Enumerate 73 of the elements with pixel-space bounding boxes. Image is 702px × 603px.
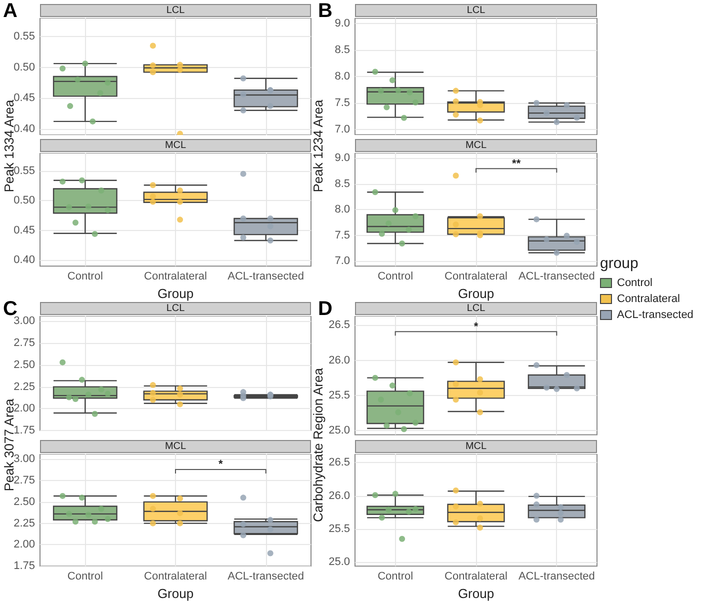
legend-title: group bbox=[600, 255, 640, 272]
x-tick-label: Contralateral bbox=[144, 570, 207, 583]
y-tick-label: 9.0 bbox=[334, 17, 350, 30]
x-tick-label: Control bbox=[378, 570, 414, 583]
text: B bbox=[318, 0, 332, 23]
y-tick-label: 7.5 bbox=[334, 97, 350, 110]
y-tick-label: 0.55 bbox=[14, 164, 35, 177]
chart-title: LCL bbox=[40, 302, 311, 315]
y-tick-label: 25.0 bbox=[328, 556, 350, 568]
chart-title: LCL bbox=[355, 4, 597, 17]
y-tick-label: 25.5 bbox=[328, 522, 350, 535]
chart-title: MCL bbox=[355, 139, 597, 152]
chart-title: MCL bbox=[355, 440, 597, 453]
x-tick-label: Control bbox=[67, 570, 103, 583]
x-tick-label: ACL-transected bbox=[518, 570, 595, 583]
y-axis-title: Peak 1234 Area bbox=[310, 99, 326, 192]
y-tick-label: 0.50 bbox=[14, 194, 35, 207]
y-tick-label: 2.75 bbox=[14, 337, 35, 350]
chart-title: LCL bbox=[40, 4, 311, 17]
y-tick-label: 26.5 bbox=[328, 319, 350, 332]
x-tick-label: ACL-transected bbox=[228, 270, 304, 283]
y-tick-label: 26.0 bbox=[328, 490, 350, 502]
text: A bbox=[3, 0, 18, 23]
x-tick-label: Contralateral bbox=[144, 270, 207, 283]
chart-title: MCL bbox=[40, 139, 311, 152]
x-tick-label: Contralateral bbox=[444, 270, 508, 283]
y-tick-label: 26.5 bbox=[328, 456, 350, 469]
y-tick-label: 0.40 bbox=[14, 122, 35, 135]
y-tick-label: 7.5 bbox=[334, 229, 350, 242]
y-tick-label: 26.0 bbox=[328, 354, 350, 366]
y-tick-label: 3.00 bbox=[14, 453, 35, 466]
y-tick-label: 0.50 bbox=[14, 61, 35, 74]
x-axis-title: Group bbox=[157, 286, 194, 301]
x-tick-label: Contralateral bbox=[444, 570, 508, 583]
y-tick-label: 2.25 bbox=[14, 517, 35, 530]
x-tick-label: Control bbox=[378, 270, 414, 283]
y-tick-label: 9.0 bbox=[334, 152, 350, 164]
x-tick-label: ACL-transected bbox=[518, 270, 595, 283]
y-tick-label: 0.55 bbox=[14, 30, 35, 42]
x-axis-title: Group bbox=[458, 286, 494, 301]
annotation: * bbox=[474, 320, 479, 333]
legend-label: ACL-transected bbox=[617, 309, 694, 321]
y-tick-label: 2.50 bbox=[14, 496, 35, 508]
y-tick-label: 1.75 bbox=[14, 424, 35, 436]
y-tick-label: 2.00 bbox=[14, 538, 35, 551]
y-tick-label: 0.45 bbox=[14, 224, 35, 236]
y-tick-label: 2.00 bbox=[14, 402, 35, 415]
x-tick-label: Control bbox=[67, 270, 103, 283]
annotation: ** bbox=[512, 158, 522, 170]
y-tick-label: 8.5 bbox=[334, 178, 350, 190]
annotation: * bbox=[218, 458, 224, 471]
y-tick-label: 7.0 bbox=[334, 124, 350, 136]
y-tick-label: 3.00 bbox=[14, 315, 35, 328]
y-tick-label: 2.25 bbox=[14, 380, 35, 393]
y-tick-label: 8.0 bbox=[334, 204, 350, 216]
chart-title: MCL bbox=[40, 440, 311, 453]
y-tick-label: 8.0 bbox=[334, 70, 350, 82]
y-tick-label: 1.75 bbox=[14, 560, 35, 572]
y-tick-label: 0.40 bbox=[14, 254, 35, 266]
y-tick-label: 0.45 bbox=[14, 92, 35, 104]
y-tick-label: 2.75 bbox=[14, 474, 35, 487]
y-tick-label: 8.5 bbox=[334, 44, 350, 56]
x-tick-label: ACL-transected bbox=[228, 570, 304, 583]
text: D bbox=[318, 298, 332, 320]
y-tick-label: 2.50 bbox=[14, 358, 35, 371]
y-tick-label: 7.0 bbox=[334, 254, 350, 267]
y-tick-label: 25.0 bbox=[328, 424, 350, 436]
x-axis-title: Group bbox=[157, 586, 194, 601]
y-tick-label: 25.5 bbox=[328, 389, 350, 402]
legend-label: Contralateral bbox=[617, 293, 680, 305]
x-axis-title: Group bbox=[458, 586, 494, 601]
y-axis-title: Carbohydrate Region Area bbox=[310, 368, 326, 522]
chart-title: LCL bbox=[355, 302, 597, 315]
